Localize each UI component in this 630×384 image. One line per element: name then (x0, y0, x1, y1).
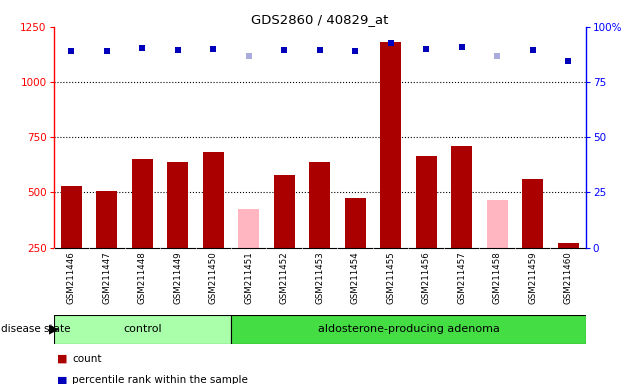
Bar (238, 209, 260, 303)
Text: GSM211446: GSM211446 (67, 251, 76, 304)
Bar (96, 191, 117, 303)
Text: GSM211454: GSM211454 (351, 251, 360, 304)
Bar (203, 152, 224, 303)
Bar (486, 200, 508, 303)
Text: disease state: disease state (1, 324, 71, 334)
Text: GSM211460: GSM211460 (564, 251, 573, 304)
Text: GSM211456: GSM211456 (421, 251, 431, 304)
Bar (451, 146, 472, 303)
Bar (380, 42, 401, 303)
Bar (167, 162, 188, 303)
Bar (345, 198, 366, 303)
Text: GSM211449: GSM211449 (173, 251, 182, 304)
Text: GSM211457: GSM211457 (457, 251, 466, 304)
Bar (54, 315, 231, 344)
Text: percentile rank within the sample: percentile rank within the sample (72, 375, 248, 384)
Bar (273, 175, 295, 303)
Bar (309, 162, 330, 303)
Bar (558, 243, 579, 303)
Bar (231, 315, 586, 344)
Text: GSM211448: GSM211448 (138, 251, 147, 304)
Bar (416, 156, 437, 303)
Text: GSM211447: GSM211447 (102, 251, 112, 304)
Text: GSM211451: GSM211451 (244, 251, 253, 304)
Text: count: count (72, 354, 102, 364)
Text: aldosterone-producing adenoma: aldosterone-producing adenoma (318, 324, 500, 334)
Bar (60, 186, 82, 303)
Text: GSM211455: GSM211455 (386, 251, 395, 304)
Bar (132, 159, 153, 303)
Text: ▶: ▶ (49, 323, 58, 336)
Title: GDS2860 / 40829_at: GDS2860 / 40829_at (251, 13, 389, 26)
Text: control: control (123, 324, 161, 334)
Text: ■: ■ (57, 375, 67, 384)
Text: GSM211452: GSM211452 (280, 251, 289, 304)
Text: GSM211459: GSM211459 (528, 251, 537, 304)
Text: GSM211453: GSM211453 (315, 251, 324, 304)
Bar (522, 179, 543, 303)
Text: ■: ■ (57, 354, 67, 364)
Text: GSM211450: GSM211450 (209, 251, 218, 304)
Text: GSM211458: GSM211458 (493, 251, 501, 304)
